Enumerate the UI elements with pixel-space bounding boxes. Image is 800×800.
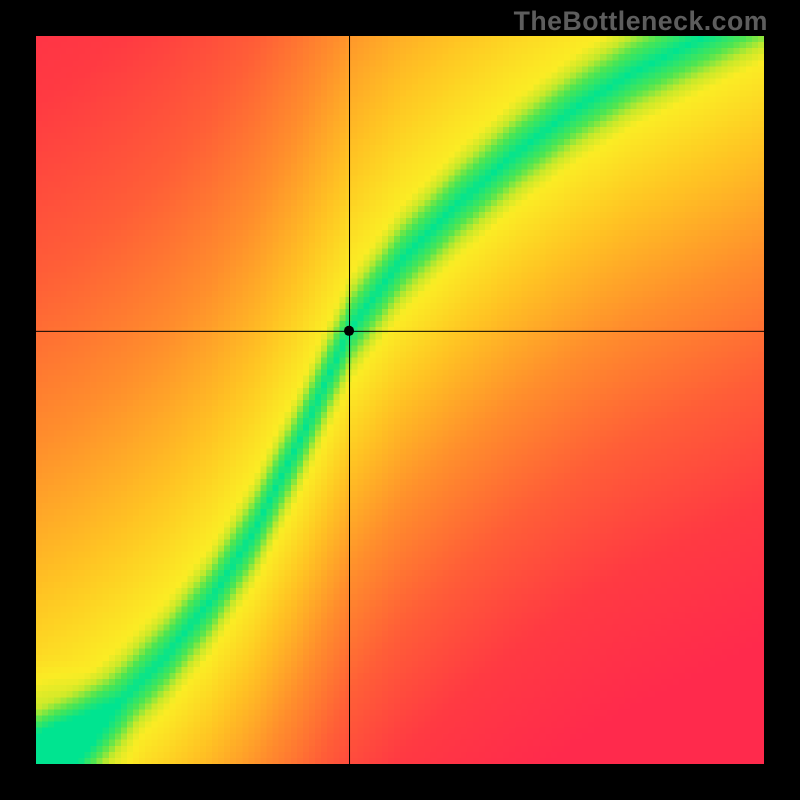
chart-container: TheBottleneck.com (0, 0, 800, 800)
crosshair-overlay (36, 36, 764, 764)
watermark-text: TheBottleneck.com (514, 6, 768, 37)
